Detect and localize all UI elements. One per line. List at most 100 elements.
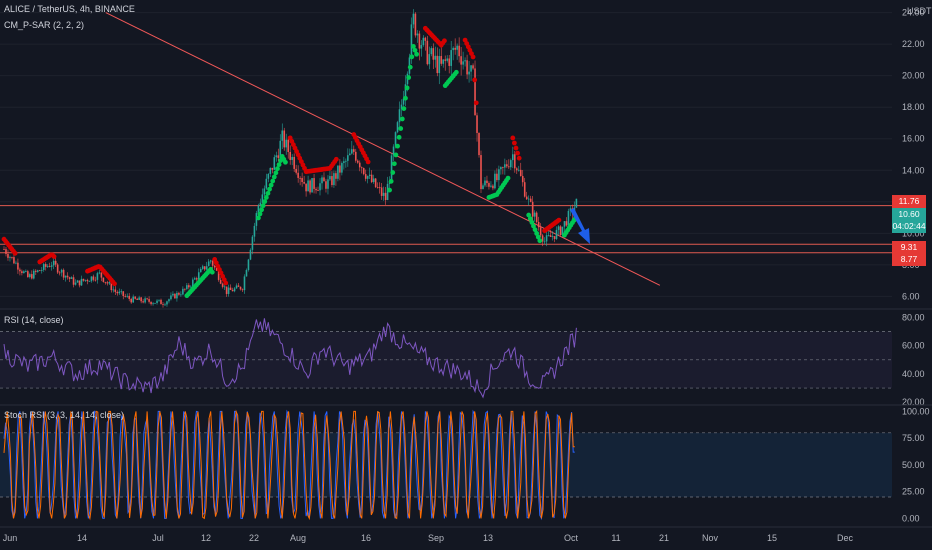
candle-body (464, 60, 466, 62)
sar-dot (510, 135, 516, 141)
sar-dot (472, 77, 478, 83)
candle-body (482, 185, 484, 190)
candle-body (345, 160, 347, 162)
candle-body (517, 169, 520, 171)
candle-body (327, 179, 329, 189)
candle-body (299, 177, 301, 179)
candle-body (358, 162, 361, 168)
candle-body (48, 266, 51, 267)
candle-body (80, 278, 83, 286)
stoch-rsi-tick-label: 0.00 (902, 513, 920, 523)
rsi-band-lines (0, 331, 892, 389)
candle-body (468, 71, 470, 75)
candle-body (239, 286, 242, 290)
candle-body (297, 172, 299, 178)
candle-body (17, 262, 19, 270)
candle-body (188, 285, 190, 288)
price-tick-label: 14.00 (902, 165, 925, 175)
candle-body (339, 165, 341, 173)
candle-body (82, 278, 85, 281)
candle-body (251, 236, 254, 250)
candle-body (154, 302, 156, 304)
candle-body (500, 167, 502, 170)
candle-body (537, 221, 540, 228)
symbol-legend: ALICE / TetherUS, 4h, BINANCE (4, 4, 135, 14)
candle-body (112, 289, 115, 291)
candle-body (370, 174, 373, 183)
candle-body (60, 269, 63, 273)
time-axis[interactable]: Jun 14 Jul 12 22 Aug 16 Sep 13 Oct 11 21 Nov 15 Dec (3, 533, 854, 543)
candle-body (138, 297, 140, 300)
time-tick-label: Nov (702, 533, 719, 543)
candle-body (267, 173, 270, 179)
candle-body (31, 274, 33, 279)
time-tick-label: Aug (290, 533, 306, 543)
candle-body (104, 281, 107, 283)
candle-body (122, 291, 125, 296)
time-tick-label: Dec (837, 533, 854, 543)
candle-body (192, 279, 194, 287)
price-pane[interactable] (0, 9, 892, 308)
candle-body (366, 176, 369, 179)
candle-body (128, 295, 131, 299)
rsi-pane[interactable]: 20.00 40.00 60.00 80.00 (0, 312, 925, 407)
candle-body (353, 149, 355, 152)
candle-body (285, 139, 288, 148)
candle-body (287, 139, 290, 153)
sar-dot (399, 116, 405, 122)
sar-dot (531, 223, 536, 229)
candle-body (158, 299, 160, 301)
candle-body (275, 155, 278, 158)
candle-body (118, 291, 121, 294)
candle-body (144, 298, 146, 303)
price-tick-label: 18.00 (902, 102, 925, 112)
candle-body (120, 291, 123, 293)
candle-body (478, 132, 480, 156)
price-grid (0, 12, 892, 297)
rsi-legend: RSI (14, close) (4, 315, 64, 325)
candle-body (116, 291, 119, 294)
candle-body (400, 104, 403, 110)
candle-body (245, 270, 248, 277)
candle-body (62, 269, 65, 278)
horizontal-levels (0, 205, 892, 254)
candles-series (3, 9, 578, 308)
candle-body (563, 221, 566, 227)
rsi-line (3, 318, 577, 399)
candle-body (521, 176, 524, 183)
sar-dot (532, 227, 538, 233)
candle-body (190, 286, 192, 288)
candle-body (7, 253, 9, 258)
stoch-rsi-pane[interactable]: 0.00 25.00 50.00 75.00 100.00 (0, 406, 930, 523)
candle-body (3, 249, 5, 250)
candle-body (382, 192, 385, 196)
candle-body (426, 40, 429, 65)
candle-body (142, 301, 144, 303)
candle-body (176, 292, 178, 299)
candle-body (19, 269, 21, 272)
candle-body (498, 169, 500, 181)
candle-body (303, 182, 305, 184)
sar-dot (223, 280, 229, 286)
time-tick-label: Oct (564, 533, 579, 543)
candle-body (510, 160, 512, 168)
candle-body (78, 280, 81, 286)
sar-dot (516, 155, 522, 161)
candle-body (269, 167, 272, 174)
candle-body (321, 177, 323, 184)
sar-dot (276, 162, 282, 168)
time-tick-label: 22 (249, 533, 259, 543)
candle-body (466, 60, 468, 75)
candle-body (98, 272, 101, 274)
candle-body (420, 45, 423, 49)
candle-body (533, 212, 536, 217)
sar-dot (407, 64, 413, 70)
time-tick-label: 11 (611, 533, 620, 543)
countdown-tag: 04:02:44 (892, 220, 926, 233)
candle-body (255, 213, 258, 226)
candle-body (235, 285, 238, 289)
candle-body (27, 271, 29, 278)
candle-body (545, 235, 548, 242)
candle-body (38, 270, 41, 272)
